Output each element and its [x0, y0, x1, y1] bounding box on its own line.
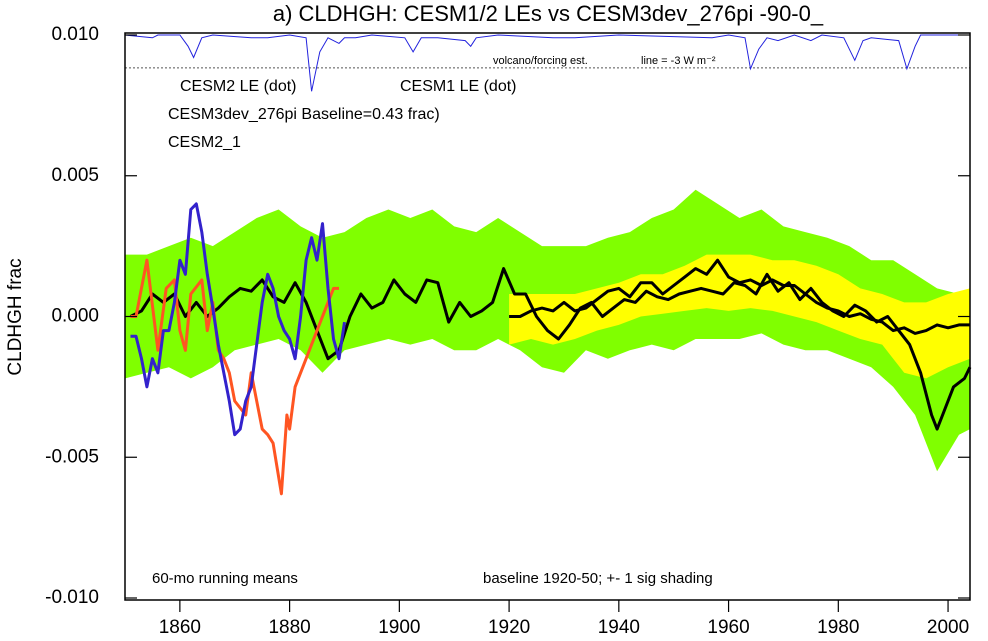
x-tick-label: 1900 — [378, 617, 420, 638]
x-tick-label: 1860 — [159, 617, 201, 638]
y-tick-label: -0.010 — [45, 587, 99, 608]
forcing-line — [124, 34, 970, 92]
legend-entry: CESM1 LE (dot) — [400, 78, 516, 95]
x-tick-label: 2000 — [927, 617, 969, 638]
y-tick-label: -0.005 — [45, 446, 99, 467]
series-line — [129, 267, 972, 431]
annotation: line = -3 W m⁻² — [641, 55, 716, 67]
x-tick-label: 1880 — [268, 617, 310, 638]
band — [509, 254, 970, 379]
annotation: volcano/forcing est. — [493, 55, 588, 67]
legend-entry: CESM3dev_276pi Baseline=0.43 frac) — [168, 106, 440, 123]
series-line — [130, 202, 346, 437]
y-tick-label: 0.000 — [51, 306, 99, 327]
y-tick-label: 0.010 — [51, 24, 99, 45]
y-axis-label: CLDHGH frac — [5, 258, 26, 375]
x-tick-label: 1960 — [707, 617, 749, 638]
series-line — [130, 258, 339, 496]
x-tick-label: 1920 — [488, 617, 530, 638]
annotation: 60-mo running means — [152, 570, 298, 587]
legend-entry: CESM2 LE (dot) — [180, 78, 296, 95]
x-tick-label: 1940 — [598, 617, 640, 638]
series-line — [509, 258, 970, 335]
annotation: baseline 1920-50; +- 1 sig shading — [483, 570, 713, 587]
legend-entry: CESM2_1 — [168, 134, 241, 151]
y-tick-label: 0.005 — [51, 165, 99, 186]
x-tick-label: 1980 — [817, 617, 859, 638]
chart-title: a) CLDHGH: CESM1/2 LEs vs CESM3dev_276pi… — [273, 1, 824, 26]
